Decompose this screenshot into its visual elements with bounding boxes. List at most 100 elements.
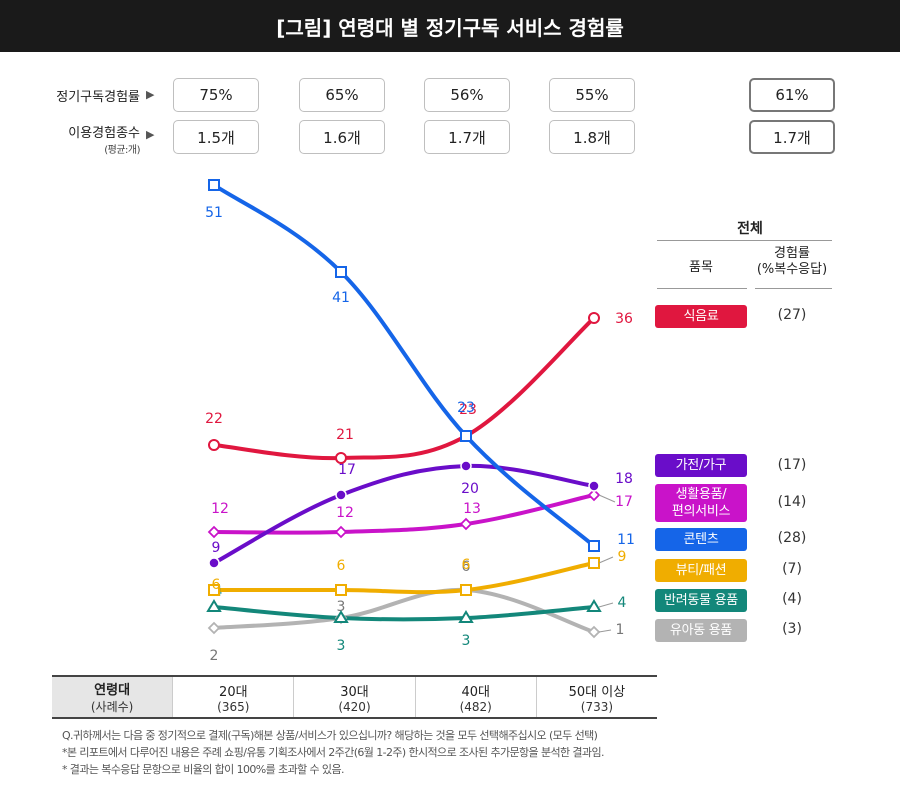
age-label-40s: 40대 bbox=[461, 684, 490, 700]
footnote-multiple: * 결과는 복수응답 문항으로 비율의 합이 100%를 초과할 수 있음. bbox=[62, 763, 344, 776]
data-point-5-2 bbox=[458, 610, 474, 623]
series-line-0 bbox=[212, 316, 596, 461]
usage-count-label-text: 이용경험종수 bbox=[68, 126, 140, 141]
data-label-1-1: 17 bbox=[338, 462, 356, 478]
data-label-6-1: 3 bbox=[337, 599, 346, 615]
legend-item-household: 생활용품/ 편의서비스 bbox=[655, 484, 747, 522]
legend-total-beauty: (7) bbox=[782, 561, 802, 577]
data-label-2-2: 13 bbox=[463, 501, 481, 517]
leader-line-4 bbox=[598, 556, 614, 564]
data-point-3-1 bbox=[335, 266, 347, 278]
footnote-source: *본 리포트에서 다루어진 내용은 주례 쇼핑/유통 기획조사에서 2주간(6월… bbox=[62, 746, 604, 759]
legend-item-household-line2: 편의서비스 bbox=[671, 504, 731, 519]
data-label-6-0: 2 bbox=[210, 648, 219, 664]
legend-item-household-line1: 생활용품/ bbox=[675, 487, 727, 502]
data-point-5-0 bbox=[206, 599, 222, 612]
legend-header-line-top bbox=[657, 240, 832, 241]
experience-box-40s: 56% bbox=[424, 78, 510, 112]
legend-item-col-header: 품목 bbox=[689, 260, 713, 275]
legend-rate-col-text: 경험률 bbox=[774, 246, 810, 261]
usage-count-arrow-icon: ▶ bbox=[146, 128, 155, 141]
legend-item-pet: 반려동물 용품 bbox=[655, 589, 747, 612]
data-label-0-1: 21 bbox=[336, 427, 354, 443]
legend-rate-col-sub: (%복수응답) bbox=[756, 262, 828, 277]
data-point-2-0 bbox=[207, 525, 221, 539]
age-cell-50s: 50대 이상 (733) bbox=[535, 677, 657, 717]
count-box-20s: 1.5개 bbox=[173, 120, 259, 154]
data-label-3-1: 41 bbox=[332, 290, 350, 306]
data-point-4-2 bbox=[460, 584, 472, 596]
usage-count-label: 이용경험종수 (평균:개) bbox=[40, 122, 140, 156]
legend-total-header: 전체 bbox=[737, 221, 763, 237]
data-point-6-3 bbox=[587, 625, 601, 639]
count-box-total: 1.7개 bbox=[749, 120, 835, 154]
data-label-0-2: 23 bbox=[459, 402, 477, 418]
data-label-2-3: 17 bbox=[615, 494, 633, 510]
legend-item-appliance: 가전/가구 bbox=[655, 454, 747, 477]
data-point-2-2 bbox=[459, 517, 473, 531]
data-point-3-0 bbox=[208, 179, 220, 191]
legend-item-kids: 유아동 용품 bbox=[655, 619, 747, 642]
age-header-sublabel: (사례수) bbox=[90, 700, 134, 714]
age-n-40s: (482) bbox=[459, 699, 492, 714]
legend-total-food: (27) bbox=[777, 307, 807, 323]
data-point-2-3 bbox=[587, 488, 601, 502]
data-label-0-0: 22 bbox=[205, 411, 223, 427]
legend-item-content: 콘텐츠 bbox=[655, 528, 747, 551]
data-label-4-0: 6 bbox=[212, 577, 221, 593]
data-point-1-1 bbox=[335, 489, 347, 501]
series-line-4 bbox=[212, 561, 596, 595]
series-line-6 bbox=[212, 587, 596, 634]
data-point-0-0 bbox=[208, 439, 220, 451]
data-label-3-2: 23 bbox=[457, 400, 475, 416]
chart-title: [그림] 연령대 별 정기구독 서비스 경험률 bbox=[0, 0, 900, 52]
data-point-1-0 bbox=[208, 557, 220, 569]
age-n-50s: (733) bbox=[580, 699, 614, 714]
series-line-1 bbox=[212, 463, 596, 565]
data-point-5-1 bbox=[333, 610, 349, 623]
experience-rate-label: 정기구독경험률 bbox=[56, 90, 140, 105]
age-label-20s: 20대 bbox=[219, 684, 248, 700]
experience-box-50s: 55% bbox=[549, 78, 635, 112]
count-box-40s: 1.7개 bbox=[424, 120, 510, 154]
age-cell-20s: 20대 (365) bbox=[172, 677, 293, 717]
legend-item-beauty: 뷰티/패션 bbox=[655, 559, 747, 582]
legend-header-line-bottom-right bbox=[755, 288, 832, 289]
leader-line-5 bbox=[598, 602, 614, 608]
age-n-20s: (365) bbox=[217, 699, 250, 714]
data-point-3-3 bbox=[588, 540, 600, 552]
experience-box-total: 61% bbox=[749, 78, 835, 112]
data-label-5-1: 3 bbox=[337, 638, 346, 654]
usage-count-sublabel: (평균:개) bbox=[104, 145, 140, 156]
leader-line-6 bbox=[598, 629, 612, 633]
data-label-1-0: 9 bbox=[212, 540, 221, 556]
experience-box-20s: 75% bbox=[173, 78, 259, 112]
age-header-cell: 연령대 (사례수) bbox=[52, 677, 173, 717]
age-label-30s: 30대 bbox=[340, 684, 369, 700]
experience-arrow-icon: ▶ bbox=[146, 88, 155, 101]
legend-rate-col-header: 경험률 (%복수응답) bbox=[752, 246, 832, 278]
age-group-table: 연령대 (사례수) 20대 (365) 30대 (420) 40대 (482) … bbox=[52, 675, 657, 719]
data-label-3-3: 11 bbox=[617, 532, 635, 548]
legend-total-kids: (3) bbox=[782, 621, 802, 637]
age-cell-40s: 40대 (482) bbox=[414, 677, 536, 717]
data-point-0-1 bbox=[335, 452, 347, 464]
data-point-4-0 bbox=[208, 584, 220, 596]
data-point-1-2 bbox=[460, 460, 472, 472]
footnotes: Q.귀하께서는 다음 중 정기적으로 결제(구독)해본 상품/서비스가 있으십니… bbox=[62, 727, 842, 778]
leader-line-2 bbox=[598, 494, 616, 503]
data-point-2-1 bbox=[334, 525, 348, 539]
series-line-5 bbox=[212, 605, 596, 622]
age-cell-30s: 30대 (420) bbox=[293, 677, 414, 717]
data-point-1-3 bbox=[588, 480, 600, 492]
footnote-question: Q.귀하께서는 다음 중 정기적으로 결제(구독)해본 상품/서비스가 있으십니… bbox=[62, 729, 598, 742]
data-point-6-0 bbox=[207, 621, 221, 635]
data-point-5-3 bbox=[586, 599, 602, 612]
data-point-0-3 bbox=[588, 312, 600, 324]
age-n-30s: (420) bbox=[338, 699, 371, 714]
legend-total-content: (28) bbox=[777, 530, 807, 546]
data-label-0-3: 36 bbox=[615, 311, 633, 327]
legend-total-pet: (4) bbox=[782, 591, 802, 607]
age-header-label: 연령대 bbox=[94, 683, 131, 698]
data-label-2-1: 12 bbox=[336, 505, 354, 521]
